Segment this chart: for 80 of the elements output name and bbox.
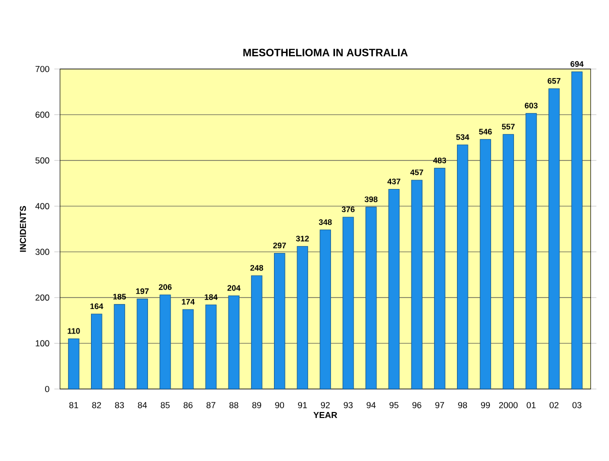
data-label: 546 [479,128,492,134]
y-axis-title: INCIDENTS [20,206,26,252]
bar [365,206,377,390]
x-tick-label: 82 [92,402,101,408]
y-tick-label: 700 [36,66,50,72]
bar [114,304,126,390]
y-tick-label: 0 [45,386,50,392]
x-tick-label: 2000 [499,402,518,408]
data-label: 248 [250,265,264,271]
bar [548,88,560,390]
bar [251,275,262,390]
data-label: 603 [524,102,538,108]
x-tick-label: 01 [526,402,536,408]
y-tick-label: 400 [35,203,50,210]
bar [388,188,400,390]
data-label: 204 [227,285,240,291]
x-tick-label: 99 [481,402,490,408]
data-label: 437 [387,178,400,184]
x-tick-label: 93 [344,402,353,408]
x-tick-label: 90 [275,402,284,408]
bar [456,144,468,390]
bar [136,298,148,390]
bar [434,168,446,390]
bar [480,139,492,390]
y-tick-label: 600 [36,112,50,118]
data-label: 534 [456,134,470,140]
x-tick-label: 83 [115,402,124,408]
chart-title: MESOTHELIOMA IN AUSTRALIA [243,48,408,56]
bar [274,252,286,390]
x-tick-label: 03 [572,402,582,408]
data-label: 398 [364,196,378,202]
bar [526,113,537,390]
bar [411,180,422,390]
x-tick-label: 02 [550,402,558,408]
bar [90,314,102,390]
data-label: 483 [433,158,446,164]
x-tick-label: 96 [412,402,422,408]
bar [182,309,194,390]
y-tick-label: 200 [36,294,50,301]
data-label: 297 [273,242,286,248]
data-label: 348 [318,219,332,225]
data-label: 184 [204,294,218,300]
bar [342,216,354,390]
data-label: 312 [296,236,309,242]
x-tick-label: 95 [390,402,398,408]
x-tick-label: 84 [138,402,147,408]
data-label: 457 [410,170,424,176]
x-tick-label: 92 [320,402,330,408]
x-tick-label: 97 [435,402,444,408]
bar [502,134,514,390]
data-label: 376 [342,206,355,212]
x-tick-label: 98 [458,402,468,408]
bar [68,338,80,390]
data-label: 206 [158,284,172,290]
x-tick-label: 85 [160,402,170,408]
bar [320,230,331,390]
data-label: 164 [90,303,104,310]
x-tick-label: 87 [206,402,216,408]
x-tick-label: 94 [366,402,376,408]
bar [296,246,308,390]
data-label: 185 [113,294,126,300]
data-label: 657 [548,78,560,84]
data-label: 174 [182,299,195,305]
bar [205,304,217,390]
bar [228,295,240,390]
x-axis-title: YEAR [313,412,338,418]
data-label: 694 [570,61,584,67]
x-tick-label: 81 [69,402,78,408]
bar [160,294,171,390]
y-tick-label: 500 [35,157,50,164]
y-tick-label: 300 [35,248,50,255]
bar [571,71,583,390]
data-label: 110 [68,328,80,334]
y-tick-label: 100 [36,340,50,346]
x-tick-label: 91 [298,402,307,408]
data-label: 557 [502,124,515,130]
x-tick-label: 88 [229,402,238,408]
data-label: 197 [136,288,149,294]
x-tick-label: 89 [252,402,262,408]
x-tick-label: 86 [184,402,193,408]
